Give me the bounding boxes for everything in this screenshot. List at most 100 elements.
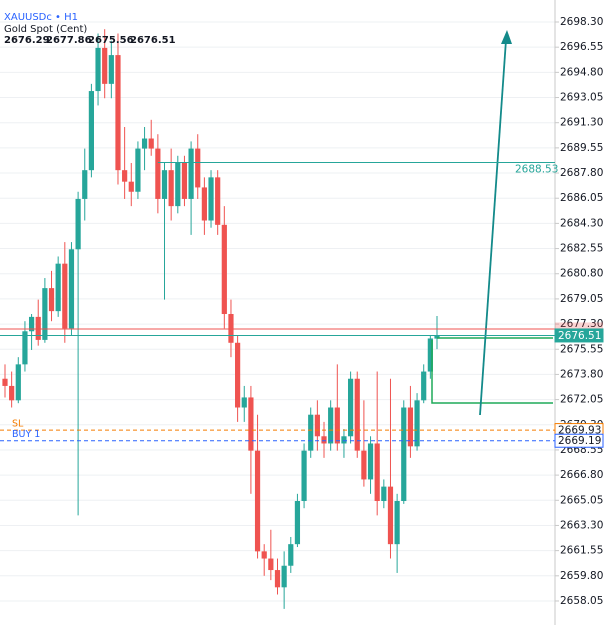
candle-body bbox=[387, 486, 394, 545]
candle-body bbox=[128, 181, 134, 192]
candle-body bbox=[381, 486, 387, 502]
ohlc-value: 2675.56 bbox=[88, 35, 134, 46]
candle-body bbox=[241, 397, 247, 408]
candle-body bbox=[235, 342, 241, 408]
candle-body bbox=[102, 47, 108, 84]
y-tick-label: 2672.05 bbox=[560, 394, 603, 406]
candle-body bbox=[35, 316, 41, 340]
candle-body bbox=[228, 314, 234, 343]
y-tick-label: 2696.55 bbox=[560, 41, 603, 53]
candle-body bbox=[82, 170, 88, 199]
y-tick-label: 2691.30 bbox=[560, 117, 603, 129]
candle-body bbox=[374, 443, 380, 502]
candle-body bbox=[28, 316, 35, 332]
candle-body bbox=[95, 47, 101, 92]
candle-body bbox=[321, 436, 327, 444]
y-tick-label: 2663.30 bbox=[560, 519, 603, 531]
candle-body bbox=[348, 378, 354, 437]
candle-body bbox=[135, 148, 141, 192]
price-box bbox=[554, 328, 604, 343]
candle-body bbox=[155, 148, 161, 199]
candle-body bbox=[141, 138, 148, 149]
candle-body bbox=[15, 364, 21, 401]
level-text: BUY 1 bbox=[12, 429, 40, 440]
candle-body bbox=[248, 397, 254, 451]
candle-body bbox=[9, 385, 15, 401]
candle-body bbox=[175, 162, 181, 207]
candle-body bbox=[22, 331, 28, 365]
y-tick-label: 2686.05 bbox=[560, 192, 603, 204]
candle-body bbox=[115, 55, 121, 171]
y-tick-label: 2659.80 bbox=[560, 570, 603, 582]
y-tick-label: 2679.05 bbox=[560, 293, 603, 305]
candle-body bbox=[181, 162, 188, 199]
candle-body bbox=[208, 177, 214, 221]
candle-body bbox=[434, 335, 440, 339]
candle-body bbox=[254, 450, 261, 552]
y-tick-label: 2689.55 bbox=[560, 142, 603, 154]
candle-body bbox=[301, 450, 307, 502]
candle-body bbox=[354, 378, 360, 451]
candle-body bbox=[314, 414, 320, 437]
y-tick-label: 2666.80 bbox=[560, 469, 603, 481]
candle-body bbox=[268, 558, 274, 571]
candle-body bbox=[288, 544, 294, 566]
y-axis: 2658.05 2659.80 2661.55 2663.30 2665.05 2666.… bbox=[554, 0, 615, 625]
candle-body bbox=[122, 170, 128, 182]
candle-body bbox=[341, 436, 347, 444]
y-tick-label: 2673.80 bbox=[560, 368, 603, 380]
candle-body bbox=[294, 501, 301, 545]
y-tick-label: 2694.80 bbox=[560, 66, 603, 78]
ohlc-value: 2676.29 bbox=[4, 35, 50, 46]
candle-body bbox=[427, 338, 433, 372]
candle-body bbox=[168, 170, 174, 207]
candle-body bbox=[148, 138, 154, 149]
candle-body bbox=[274, 570, 281, 588]
candle-body bbox=[108, 55, 114, 84]
axis-bg bbox=[555, 0, 615, 625]
candle-body bbox=[195, 148, 201, 188]
candle-body bbox=[2, 378, 8, 386]
ohlc-value: 2677.86 bbox=[46, 35, 92, 46]
arrow bbox=[479, 39, 507, 416]
candle-body bbox=[334, 407, 340, 444]
candle-body bbox=[281, 565, 287, 588]
candle-body bbox=[215, 177, 221, 225]
level-text: SL bbox=[12, 419, 24, 430]
candle-body bbox=[221, 224, 227, 315]
candle-body bbox=[42, 288, 48, 340]
candle-body bbox=[48, 288, 55, 312]
candle-body bbox=[55, 263, 61, 312]
candle-body bbox=[68, 249, 75, 329]
candle-body bbox=[62, 263, 68, 329]
chart-subtitle: Gold Spot (Cent) bbox=[4, 24, 87, 35]
arrow-head bbox=[501, 30, 512, 44]
y-tick-label: 2684.30 bbox=[560, 217, 603, 229]
candle-body bbox=[75, 198, 81, 250]
chart-title: XAUUSDc • H1 bbox=[4, 12, 78, 23]
candle-body bbox=[328, 407, 334, 444]
y-tick-label: 2682.55 bbox=[560, 243, 603, 255]
price-label: 2669.19 bbox=[558, 435, 601, 447]
y-tick-label: 2675.55 bbox=[560, 343, 603, 355]
ohlc-value: 2676.51 bbox=[130, 35, 176, 46]
y-tick-label: 2677.30 bbox=[560, 318, 603, 330]
trade-line bbox=[431, 340, 553, 404]
candle-body bbox=[414, 400, 420, 447]
y-tick-label: 2698.30 bbox=[560, 16, 603, 28]
candle-body bbox=[188, 148, 194, 199]
y-tick-label: 2665.05 bbox=[560, 494, 603, 506]
candle-body bbox=[88, 91, 94, 171]
y-tick-label: 2680.80 bbox=[560, 268, 603, 280]
grid bbox=[0, 21, 555, 602]
candle-body bbox=[308, 414, 314, 451]
candle-body bbox=[401, 407, 407, 502]
candle-body bbox=[361, 450, 367, 480]
candle-body bbox=[394, 501, 400, 545]
candle-body bbox=[201, 187, 207, 221]
candle-body bbox=[261, 551, 267, 559]
level-label: 2688.53 bbox=[515, 164, 558, 176]
y-tick-label: 2661.55 bbox=[560, 545, 603, 557]
